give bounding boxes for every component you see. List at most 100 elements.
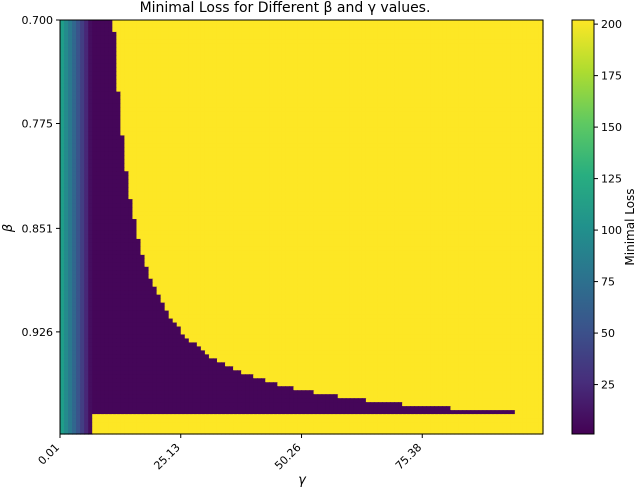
heatmap-cell [333, 47, 339, 53]
heatmap-cell [538, 83, 544, 89]
heatmap-cell [172, 115, 178, 121]
heatmap-cell [237, 163, 242, 168]
heatmap-cell [349, 175, 355, 180]
heatmap-cell [398, 147, 403, 152]
heatmap-cell [225, 115, 230, 121]
heatmap-cell [257, 20, 262, 25]
heatmap-cell [80, 103, 85, 109]
heatmap-cell [200, 159, 206, 164]
heatmap-cell [237, 47, 242, 53]
heatmap-cell [321, 23, 327, 29]
heatmap-cell [390, 103, 395, 109]
heatmap-cell [474, 87, 480, 93]
heatmap-cell [216, 99, 222, 105]
heatmap-cell [293, 179, 299, 184]
heatmap-cell [418, 127, 423, 133]
heatmap-cell [386, 135, 391, 141]
heatmap-cell [434, 171, 439, 176]
heatmap-cell [120, 131, 126, 137]
heatmap-cell [112, 131, 117, 137]
heatmap-cell [313, 87, 319, 93]
heatmap-cell [249, 103, 254, 109]
heatmap-cell [196, 155, 202, 160]
heatmap-cell [406, 175, 411, 180]
heatmap-cell [474, 27, 480, 33]
heatmap-cell [221, 143, 226, 148]
heatmap-cell [458, 83, 464, 89]
heatmap-cell [402, 159, 407, 164]
heatmap-cell [510, 59, 516, 65]
heatmap-cell [144, 75, 150, 81]
heatmap-cell [526, 127, 532, 133]
heatmap-cell [402, 59, 407, 65]
heatmap-cell [249, 91, 254, 97]
heatmap-cell [176, 103, 182, 109]
heatmap-cell [454, 20, 460, 25]
heatmap-cell [253, 75, 258, 81]
heatmap-cell [506, 151, 512, 156]
heatmap-cell [398, 99, 403, 105]
heatmap-cell [192, 31, 198, 37]
heatmap-cell [233, 131, 238, 137]
heatmap-cell [514, 115, 520, 121]
heatmap-cell [313, 83, 319, 89]
heatmap-cell [112, 79, 117, 85]
heatmap-cell [430, 127, 435, 133]
heatmap-cell [486, 179, 492, 184]
heatmap-cell [470, 39, 476, 45]
heatmap-cell [478, 147, 484, 152]
heatmap-cell [108, 111, 113, 117]
heatmap-cell [204, 155, 210, 160]
heatmap-cell [454, 23, 460, 29]
heatmap-cell [357, 119, 363, 125]
heatmap-cell [317, 79, 323, 85]
heatmap-cell [68, 175, 73, 180]
heatmap-cell [221, 95, 226, 101]
heatmap-cell [60, 151, 65, 156]
heatmap-cell [60, 55, 65, 61]
heatmap-cell [124, 35, 130, 41]
heatmap-cell [313, 91, 319, 97]
heatmap-cell [474, 67, 480, 73]
heatmap-cell [229, 139, 234, 144]
heatmap-cell [502, 147, 508, 152]
heatmap-cell [474, 43, 480, 49]
heatmap-cell [498, 71, 504, 77]
heatmap-cell [208, 35, 214, 41]
heatmap-cell [538, 99, 544, 105]
heatmap-cell [490, 39, 496, 45]
heatmap-cell [454, 111, 460, 117]
heatmap-cell [249, 59, 254, 65]
heatmap-cell [76, 51, 81, 57]
heatmap-cell [321, 55, 327, 61]
heatmap-cell [225, 183, 230, 188]
heatmap-cell [442, 79, 448, 85]
heatmap-cell [305, 163, 311, 168]
heatmap-cell [394, 47, 399, 53]
heatmap-cell [301, 167, 307, 172]
heatmap-cell [526, 115, 532, 121]
heatmap-cell [144, 143, 150, 148]
heatmap-cell [321, 51, 327, 57]
heatmap-cell [285, 71, 291, 77]
heatmap-cell [253, 71, 258, 77]
heatmap-cell [208, 23, 214, 29]
heatmap-cell [430, 131, 435, 137]
heatmap-cell [265, 123, 270, 129]
heatmap-cell [514, 155, 520, 160]
heatmap-cell [156, 63, 162, 69]
heatmap-cell [321, 83, 327, 89]
heatmap-cell [229, 35, 234, 41]
heatmap-cell [390, 135, 395, 141]
heatmap-cell [136, 79, 142, 85]
heatmap-cell [522, 83, 528, 89]
heatmap-cell [285, 23, 291, 29]
heatmap-cell [382, 99, 387, 105]
heatmap-cell [116, 20, 121, 25]
heatmap-cell [229, 99, 234, 105]
heatmap-cell [406, 139, 411, 144]
heatmap-cell [438, 135, 443, 141]
heatmap-cell [474, 95, 480, 101]
heatmap-cell [160, 83, 166, 89]
heatmap-cell [402, 119, 407, 125]
